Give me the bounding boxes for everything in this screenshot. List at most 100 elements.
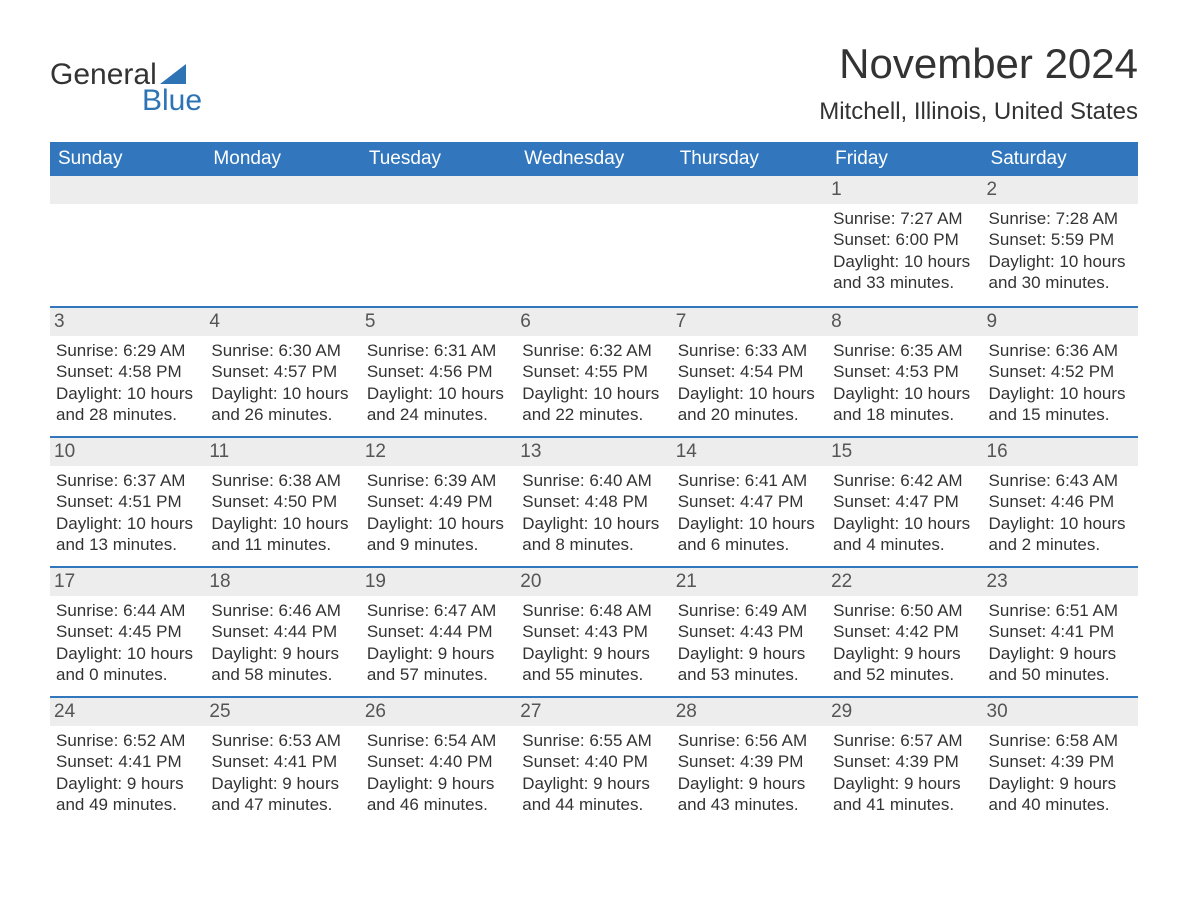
sunrise-text: Sunrise: 6:40 AM [522,470,665,491]
day-cell: 12Sunrise: 6:39 AMSunset: 4:49 PMDayligh… [361,438,516,566]
daylight2-text: and 18 minutes. [833,404,976,425]
sunrise-text: Sunrise: 6:29 AM [56,340,199,361]
location-subtitle: Mitchell, Illinois, United States [819,98,1138,126]
daylight2-text: and 15 minutes. [989,404,1132,425]
day-number: 23 [983,568,1138,596]
sunset-text: Sunset: 4:47 PM [833,491,976,512]
day-cell: 5 Sunrise: 6:31 AMSunset: 4:56 PMDaylight… [361,308,516,436]
daylight1-text: Daylight: 9 hours [211,643,354,664]
sunset-text: Sunset: 4:40 PM [367,751,510,772]
day-cell [516,176,671,306]
day-number: 18 [205,568,360,596]
day-cell: 7Sunrise: 6:33 AMSunset: 4:54 PMDaylight… [672,308,827,436]
day-cell [672,176,827,306]
day-number: 2 [983,176,1138,204]
sunrise-text: Sunrise: 6:41 AM [678,470,821,491]
daylight2-text: and 52 minutes. [833,664,976,685]
sunset-text: Sunset: 5:59 PM [989,229,1132,250]
sunrise-text: Sunrise: 6:53 AM [211,730,354,751]
daylight2-text: and 33 minutes. [833,272,976,293]
weekday-header-cell: Monday [205,142,360,176]
sunrise-text: Sunrise: 6:51 AM [989,600,1132,621]
day-cell: 15 Sunrise: 6:42 AMSunset: 4:47 PMDayligh… [827,438,982,566]
daylight1-text: Daylight: 10 hours [367,383,510,404]
day-cell: 18Sunrise: 6:46 AMSunset: 4:44 PMDayligh… [205,568,360,696]
sunrise-text: Sunrise: 6:42 AM [833,470,976,491]
week-row: 3Sunrise: 6:29 AMSunset: 4:58 PMDaylight… [50,306,1138,436]
day-number: 14 [672,438,827,466]
daylight1-text: Daylight: 10 hours [56,513,199,534]
day-cell: 10 Sunrise: 6:37 AMSunset: 4:51 PMDayligh… [50,438,205,566]
sunset-text: Sunset: 4:56 PM [367,361,510,382]
daylight2-text: and 13 minutes. [56,534,199,555]
day-number: 28 [672,698,827,726]
sunset-text: Sunset: 4:42 PM [833,621,976,642]
sunset-text: Sunset: 4:54 PM [678,361,821,382]
daylight2-text: and 41 minutes. [833,794,976,815]
sunset-text: Sunset: 4:49 PM [367,491,510,512]
sunset-text: Sunset: 4:41 PM [989,621,1132,642]
daylight2-text: and 46 minutes. [367,794,510,815]
sunset-text: Sunset: 4:44 PM [211,621,354,642]
day-cell: 25Sunrise: 6:53 AMSunset: 4:41 PMDayligh… [205,698,360,826]
day-cell [361,176,516,306]
logo-word-general: General [50,58,157,92]
day-cell: 23Sunrise: 6:51 AMSunset: 4:41 PMDayligh… [983,568,1138,696]
daylight1-text: Daylight: 9 hours [678,643,821,664]
daylight1-text: Daylight: 10 hours [989,513,1132,534]
sunrise-text: Sunrise: 6:33 AM [678,340,821,361]
day-cell [50,176,205,306]
sunset-text: Sunset: 4:41 PM [56,751,199,772]
day-number: 10 [50,438,205,466]
day-cell: 22Sunrise: 6:50 AMSunset: 4:42 PMDayligh… [827,568,982,696]
daylight1-text: Daylight: 9 hours [678,773,821,794]
month-year-title: November 2024 [819,40,1138,88]
daylight1-text: Daylight: 9 hours [833,773,976,794]
day-number: 20 [516,568,671,596]
daylight1-text: Daylight: 9 hours [56,773,199,794]
day-cell: 14Sunrise: 6:41 AMSunset: 4:47 PMDayligh… [672,438,827,566]
sunset-text: Sunset: 4:39 PM [833,751,976,772]
week-row: 10Sunrise: 6:37 AMSunset: 4:51 PMDayligh… [50,436,1138,566]
sunset-text: Sunset: 4:39 PM [989,751,1132,772]
day-cell: 20Sunrise: 6:48 AMSunset: 4:43 PMDayligh… [516,568,671,696]
sunrise-text: Sunrise: 6:37 AM [56,470,199,491]
sunrise-text: Sunrise: 7:28 AM [989,208,1132,229]
daylight1-text: Daylight: 9 hours [989,773,1132,794]
week-row: 1Sunrise: 7:27 AMSunset: 6:00 PMDaylight… [50,176,1138,306]
weekday-header-row: SundayMondayTuesdayWednesdayThursdayFrid… [50,142,1138,176]
sunset-text: Sunset: 4:44 PM [367,621,510,642]
day-cell: 2Sunrise: 7:28 AMSunset: 5:59 PMDaylight… [983,176,1138,306]
day-number: 26 [361,698,516,726]
sail-icon [160,58,186,78]
day-number: 5 [361,308,516,336]
day-number: 11 [205,438,360,466]
page-header: General Blue November 2024 Mitchell, Ill… [50,40,1138,126]
day-number [516,176,671,204]
daylight2-text: and 0 minutes. [56,664,199,685]
day-cell: 28Sunrise: 6:56 AMSunset: 4:39 PMDayligh… [672,698,827,826]
day-cell: 30Sunrise: 6:58 AMSunset: 4:39 PMDayligh… [983,698,1138,826]
day-number: 27 [516,698,671,726]
daylight1-text: Daylight: 10 hours [56,643,199,664]
daylight2-text: and 44 minutes. [522,794,665,815]
day-number: 8 [827,308,982,336]
day-cell: 29Sunrise: 6:57 AMSunset: 4:39 PMDayligh… [827,698,982,826]
daylight1-text: Daylight: 10 hours [833,513,976,534]
daylight2-text: and 8 minutes. [522,534,665,555]
sunrise-text: Sunrise: 6:38 AM [211,470,354,491]
day-number [361,176,516,204]
day-number: 15 [827,438,982,466]
day-number: 17 [50,568,205,596]
sunrise-text: Sunrise: 6:31 AM [367,340,510,361]
day-number: 21 [672,568,827,596]
daylight1-text: Daylight: 9 hours [522,643,665,664]
daylight2-text: and 26 minutes. [211,404,354,425]
logo-word-blue: Blue [142,84,202,118]
daylight2-text: and 11 minutes. [211,534,354,555]
day-cell: 27Sunrise: 6:55 AMSunset: 4:40 PMDayligh… [516,698,671,826]
sunset-text: Sunset: 4:45 PM [56,621,199,642]
sunset-text: Sunset: 4:48 PM [522,491,665,512]
sunset-text: Sunset: 4:51 PM [56,491,199,512]
sunset-text: Sunset: 6:00 PM [833,229,976,250]
